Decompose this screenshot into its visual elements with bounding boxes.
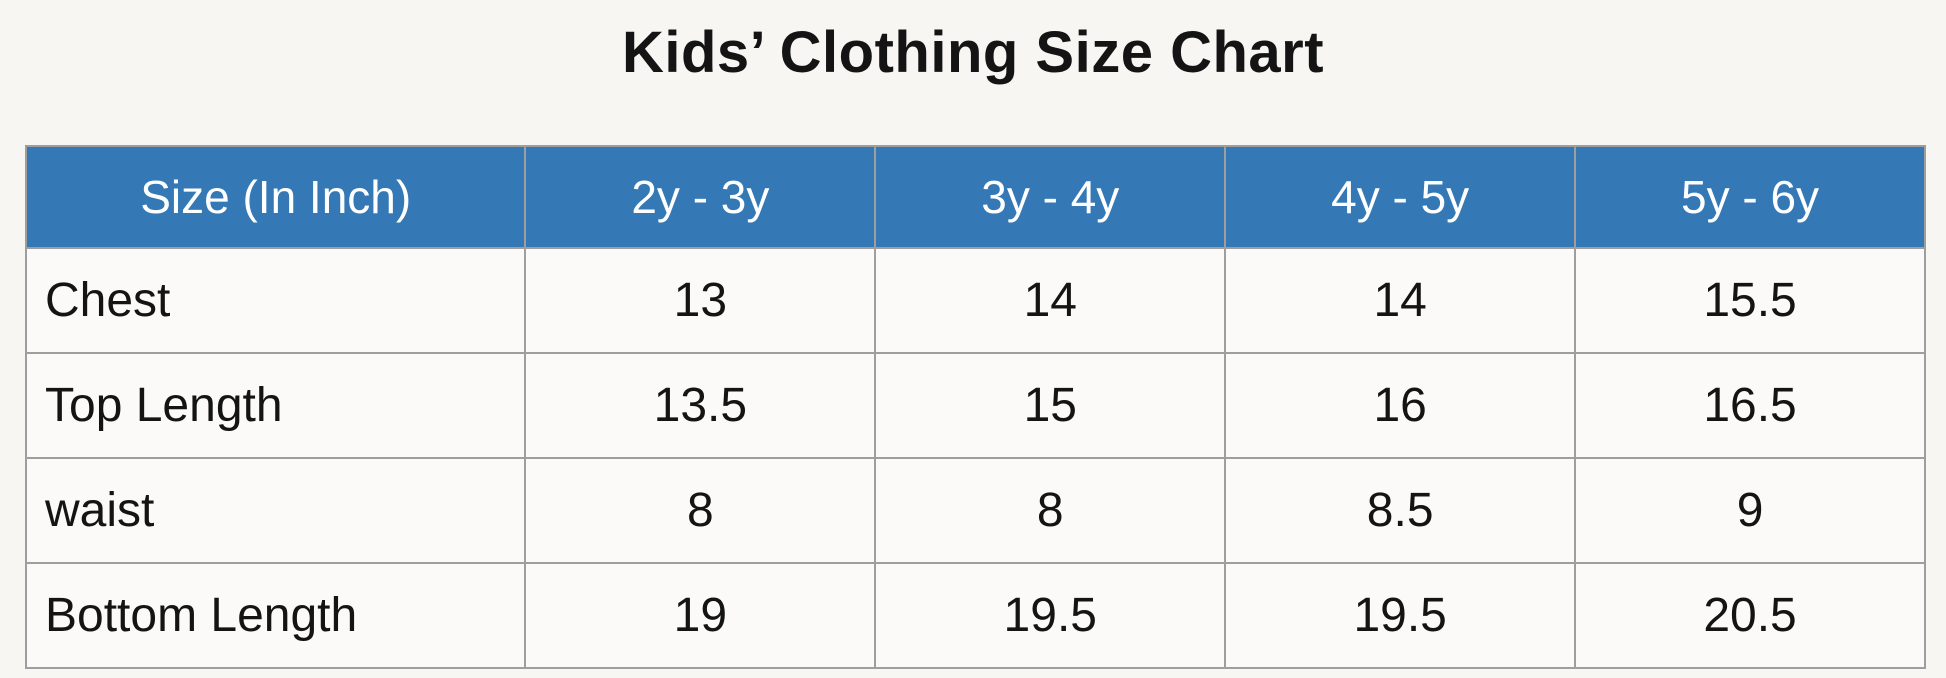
value-cell: 14 — [1224, 246, 1577, 354]
header-cell-size-in-inch: Size (In Inch) — [24, 144, 527, 249]
value-cell: 16.5 — [1574, 351, 1926, 459]
value-cell: 19.5 — [1224, 561, 1577, 669]
value-cell: 8 — [524, 456, 877, 564]
value-cell: 8.5 — [1224, 456, 1577, 564]
value-cell: 19.5 — [874, 561, 1227, 669]
value-cell: 13 — [524, 246, 877, 354]
value-cell: 9 — [1574, 456, 1926, 564]
value-cell: 20.5 — [1574, 561, 1926, 669]
header-row: Size (In Inch) 2y - 3y 3y - 4y 4y - 5y 5… — [24, 144, 1926, 249]
table-header: Size (In Inch) 2y - 3y 3y - 4y 4y - 5y 5… — [24, 144, 1926, 249]
row-label-waist: waist — [24, 456, 527, 564]
value-cell: 13.5 — [524, 351, 877, 459]
row-label-chest: Chest — [24, 246, 527, 354]
table-body: Chest 13 14 14 15.5 Top Length 13.5 15 1… — [24, 246, 1926, 669]
row-label-bottom-length: Bottom Length — [24, 561, 527, 669]
table-row-waist: waist 8 8 8.5 9 — [24, 456, 1926, 564]
header-cell-3y-4y: 3y - 4y — [874, 144, 1227, 249]
header-cell-2y-3y: 2y - 3y — [524, 144, 877, 249]
header-cell-4y-5y: 4y - 5y — [1224, 144, 1577, 249]
value-cell: 15.5 — [1574, 246, 1926, 354]
header-cell-5y-6y: 5y - 6y — [1574, 144, 1926, 249]
value-cell: 16 — [1224, 351, 1577, 459]
value-cell: 14 — [874, 246, 1227, 354]
page-title: Kids’ Clothing Size Chart — [621, 20, 1325, 85]
table-row-top-length: Top Length 13.5 15 16 16.5 — [24, 351, 1926, 459]
row-label-top-length: Top Length — [24, 351, 527, 459]
table-row-bottom-length: Bottom Length 19 19.5 19.5 20.5 — [24, 561, 1926, 669]
table-row-chest: Chest 13 14 14 15.5 — [24, 246, 1926, 354]
value-cell: 15 — [874, 351, 1227, 459]
value-cell: 8 — [874, 456, 1227, 564]
size-chart-table: Size (In Inch) 2y - 3y 3y - 4y 4y - 5y 5… — [24, 144, 1926, 669]
value-cell: 19 — [524, 561, 877, 669]
